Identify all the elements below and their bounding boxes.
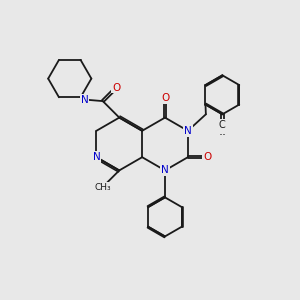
Text: N: N — [92, 152, 100, 162]
Text: O: O — [161, 93, 169, 103]
Text: CH₃: CH₃ — [94, 183, 111, 192]
Text: N: N — [161, 165, 169, 176]
Text: O: O — [203, 152, 212, 162]
Text: N: N — [81, 94, 88, 105]
Text: O: O — [112, 82, 120, 93]
Text: N: N — [218, 123, 226, 133]
Text: C: C — [219, 120, 226, 130]
Text: N: N — [184, 126, 192, 136]
